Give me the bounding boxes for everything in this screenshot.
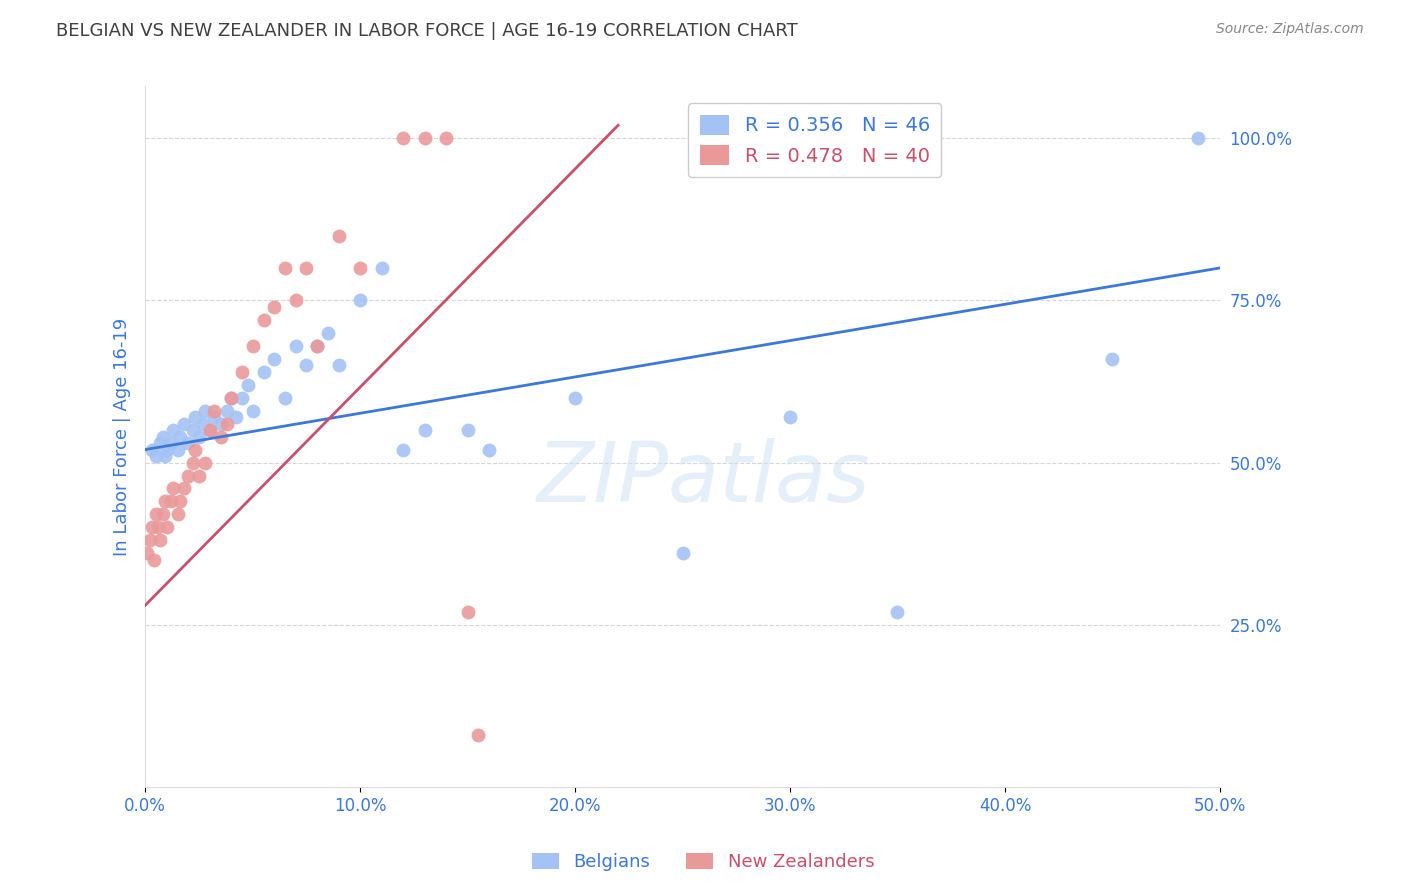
Point xyxy=(184,442,207,457)
Point xyxy=(252,365,274,379)
Point xyxy=(162,423,184,437)
Point xyxy=(231,365,253,379)
Point xyxy=(284,339,307,353)
Point xyxy=(467,728,489,742)
Point xyxy=(177,468,200,483)
Point xyxy=(564,391,586,405)
Point xyxy=(225,410,247,425)
Point xyxy=(307,339,329,353)
Point xyxy=(138,533,160,548)
Point xyxy=(209,429,232,443)
Point xyxy=(370,260,392,275)
Point xyxy=(413,423,436,437)
Legend: R = 0.356   N = 46, R = 0.478   N = 40: R = 0.356 N = 46, R = 0.478 N = 40 xyxy=(688,103,942,178)
Point xyxy=(149,533,172,548)
Point xyxy=(194,456,217,470)
Point xyxy=(478,442,501,457)
Point xyxy=(136,546,159,560)
Point xyxy=(274,260,297,275)
Y-axis label: In Labor Force | Age 16-19: In Labor Force | Age 16-19 xyxy=(114,318,131,556)
Point xyxy=(156,520,179,534)
Point xyxy=(169,494,191,508)
Point xyxy=(166,442,188,457)
Point xyxy=(181,456,204,470)
Point xyxy=(263,300,285,314)
Point xyxy=(434,131,457,145)
Point xyxy=(202,403,225,417)
Text: BELGIAN VS NEW ZEALANDER IN LABOR FORCE | AGE 16-19 CORRELATION CHART: BELGIAN VS NEW ZEALANDER IN LABOR FORCE … xyxy=(56,22,799,40)
Point xyxy=(188,429,211,443)
Point xyxy=(457,605,479,619)
Point xyxy=(184,410,207,425)
Point xyxy=(274,391,297,405)
Point xyxy=(295,260,318,275)
Point xyxy=(148,520,170,534)
Point xyxy=(198,423,221,437)
Point xyxy=(194,403,217,417)
Point xyxy=(141,520,163,534)
Point xyxy=(153,449,176,463)
Point xyxy=(307,339,329,353)
Point xyxy=(349,293,371,308)
Point xyxy=(392,442,415,457)
Point xyxy=(392,131,415,145)
Point xyxy=(162,482,184,496)
Point xyxy=(457,423,479,437)
Point xyxy=(252,313,274,327)
Text: ZIPatlas: ZIPatlas xyxy=(537,438,870,519)
Point xyxy=(202,410,225,425)
Point xyxy=(242,339,264,353)
Point xyxy=(153,494,176,508)
Point xyxy=(160,494,183,508)
Point xyxy=(886,605,908,619)
Point xyxy=(166,508,188,522)
Point xyxy=(145,508,167,522)
Point xyxy=(173,482,195,496)
Point xyxy=(145,449,167,463)
Point xyxy=(152,429,174,443)
Point xyxy=(149,436,172,450)
Point xyxy=(242,403,264,417)
Point xyxy=(181,423,204,437)
Point xyxy=(1101,351,1123,366)
Point xyxy=(169,429,191,443)
Text: Source: ZipAtlas.com: Source: ZipAtlas.com xyxy=(1216,22,1364,37)
Point xyxy=(215,417,238,431)
Point xyxy=(1187,131,1209,145)
Point xyxy=(779,410,801,425)
Point xyxy=(141,442,163,457)
Point xyxy=(238,377,260,392)
Point xyxy=(152,508,174,522)
Point xyxy=(413,131,436,145)
Point xyxy=(328,228,350,243)
Point xyxy=(209,417,232,431)
Point xyxy=(173,417,195,431)
Point xyxy=(671,546,693,560)
Point xyxy=(231,391,253,405)
Point xyxy=(349,260,371,275)
Point xyxy=(193,417,215,431)
Point xyxy=(295,358,318,372)
Point xyxy=(219,391,242,405)
Point xyxy=(142,553,165,567)
Point xyxy=(188,468,211,483)
Point xyxy=(219,391,242,405)
Point xyxy=(328,358,350,372)
Point xyxy=(284,293,307,308)
Point xyxy=(156,442,179,457)
Point xyxy=(263,351,285,366)
Point xyxy=(198,423,221,437)
Point xyxy=(160,436,183,450)
Point xyxy=(177,436,200,450)
Point xyxy=(215,403,238,417)
Point xyxy=(316,326,339,340)
Legend: Belgians, New Zealanders: Belgians, New Zealanders xyxy=(524,846,882,879)
